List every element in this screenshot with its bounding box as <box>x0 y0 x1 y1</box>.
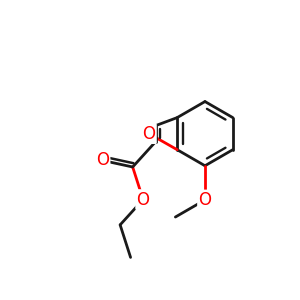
Text: O: O <box>142 125 155 143</box>
Text: O: O <box>136 190 150 208</box>
Text: O: O <box>199 191 212 209</box>
Text: O: O <box>96 152 109 169</box>
